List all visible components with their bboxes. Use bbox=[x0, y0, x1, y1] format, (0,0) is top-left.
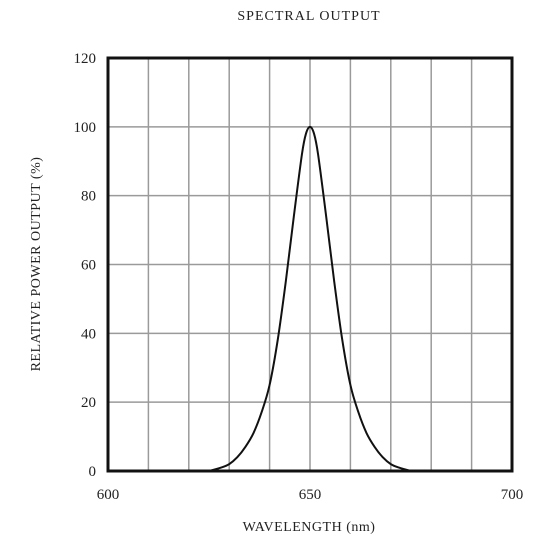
y-tick-label: 40 bbox=[81, 326, 96, 342]
y-tick-label: 80 bbox=[81, 189, 96, 205]
y-tick-label: 60 bbox=[81, 258, 96, 274]
chart-title: SPECTRAL OUTPUT bbox=[237, 9, 380, 24]
x-tick-label: 700 bbox=[501, 487, 524, 503]
y-axis-label: RELATIVE POWER OUTPUT (%) bbox=[29, 157, 44, 372]
x-axis-label: WAVELENGTH (nm) bbox=[243, 520, 376, 535]
plot-frame bbox=[106, 56, 514, 473]
x-tick-label: 650 bbox=[299, 487, 322, 503]
y-tick-label: 120 bbox=[74, 51, 97, 67]
spectral-curve-0 bbox=[208, 125, 412, 472]
tick-labels: 0 20 40 60 80 100 120 600 650 700 bbox=[74, 51, 524, 503]
y-tick-label: 20 bbox=[81, 395, 96, 411]
curve-layer bbox=[208, 125, 412, 472]
y-tick-label: 100 bbox=[74, 120, 97, 136]
y-tick-label: 0 bbox=[89, 464, 97, 480]
grid bbox=[108, 58, 512, 471]
x-tick-label: 600 bbox=[97, 487, 120, 503]
